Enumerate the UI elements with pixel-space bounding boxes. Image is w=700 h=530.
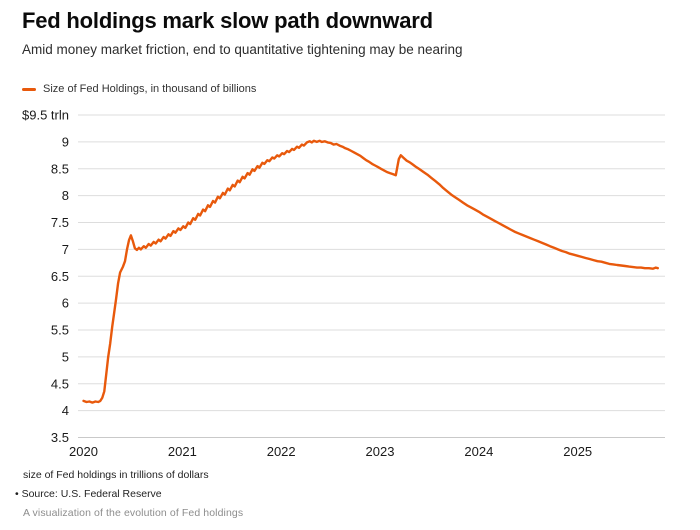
page-subtitle: Amid money market friction, end to quant… [22,42,463,57]
page-title: Fed holdings mark slow path downward [22,8,433,33]
y-tick-label: 4.5 [51,376,69,391]
y-tick-label: 6 [62,296,69,311]
legend-line-swatch-icon [22,88,36,91]
y-tick-label: 7 [62,242,69,257]
footer-source: • Source: U.S. Federal Reserve [15,488,162,500]
x-tick-label: 2020 [69,444,98,459]
footer-note: size of Fed holdings in trillions of dol… [23,469,209,481]
series-line [82,139,659,404]
y-tick-label: 6.5 [51,269,69,284]
y-tick-label: 3.5 [51,430,69,445]
y-tick-label: 8 [62,188,69,203]
y-tick-label: 4 [62,403,69,418]
y-tick-label: 9 [62,134,69,149]
legend: Size of Fed Holdings, in thousand of bil… [22,83,256,95]
x-tick-label: 2023 [366,444,395,459]
legend-label: Size of Fed Holdings, in thousand of bil… [43,83,257,95]
y-tick-label: $9.5 trln [22,108,69,123]
footer-caption: A visualization of the evolution of Fed … [23,507,244,519]
x-tick-label: 2022 [267,444,296,459]
y-tick-label: 7.5 [51,215,69,230]
x-tick-label: 2024 [464,444,493,459]
y-tick-label: 5 [62,349,69,364]
x-tick-label: 2021 [168,444,197,459]
x-tick-label: 2025 [563,444,592,459]
y-tick-label: 8.5 [51,161,69,176]
y-tick-label: 5.5 [51,323,69,338]
